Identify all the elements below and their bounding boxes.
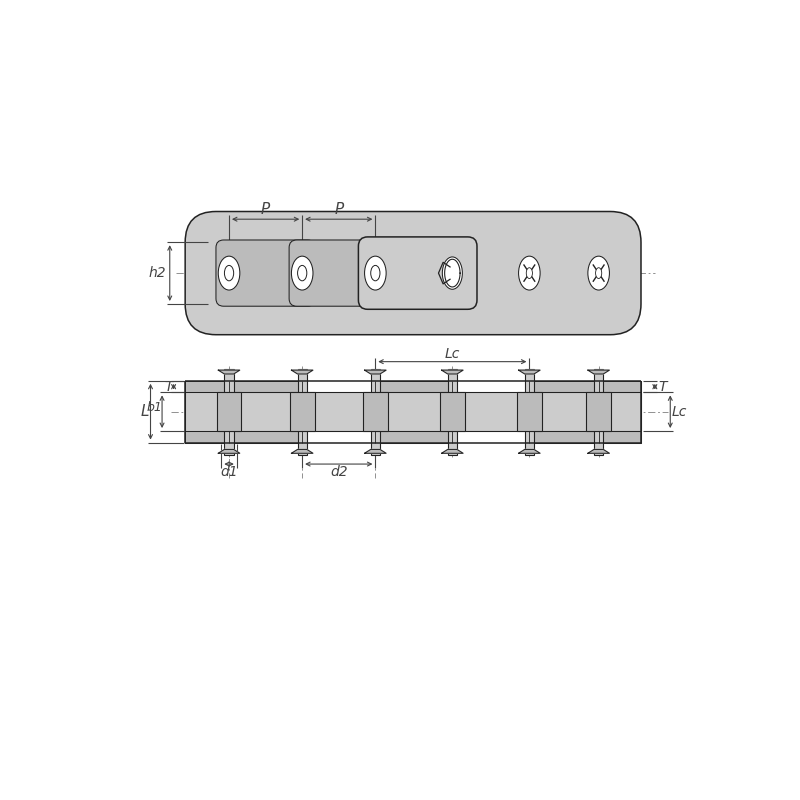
FancyBboxPatch shape [216,240,315,306]
Polygon shape [218,370,240,374]
Bar [290,393,314,431]
Bar [530,381,641,442]
Text: d2: d2 [330,465,347,478]
Text: h2: h2 [149,266,166,280]
Ellipse shape [225,266,234,281]
Bar [530,393,641,431]
Polygon shape [445,259,460,287]
Polygon shape [365,450,386,454]
Polygon shape [291,370,313,374]
Text: b1: b1 [146,402,162,414]
Bar [225,369,234,455]
Ellipse shape [298,266,307,281]
Bar [363,393,388,431]
Bar [375,431,452,442]
Ellipse shape [365,256,386,290]
Bar [594,369,603,455]
Polygon shape [518,450,540,454]
Bar [185,381,302,442]
Polygon shape [588,370,610,374]
Ellipse shape [595,268,602,278]
Bar [440,393,465,431]
Polygon shape [518,370,540,374]
Polygon shape [218,450,240,454]
Ellipse shape [518,256,540,290]
Bar [586,393,611,431]
Text: d1: d1 [220,465,238,478]
Bar [525,369,534,455]
FancyBboxPatch shape [289,240,389,306]
Text: P: P [334,202,343,218]
FancyBboxPatch shape [185,211,641,334]
Polygon shape [365,370,386,374]
Bar [375,393,530,431]
Polygon shape [291,450,313,454]
Ellipse shape [218,256,240,290]
Text: T: T [658,380,667,394]
Bar [229,393,375,431]
Bar [298,369,307,455]
Bar [530,431,641,442]
Bar [185,381,302,393]
Text: Lc: Lc [445,347,460,361]
Text: Lc: Lc [672,405,687,418]
Ellipse shape [442,257,462,290]
Ellipse shape [370,266,380,281]
Ellipse shape [588,256,610,290]
Bar [375,381,452,442]
Text: P: P [261,202,270,218]
Bar [448,369,457,455]
Polygon shape [588,450,610,454]
Bar [185,431,302,442]
Bar [517,393,542,431]
Ellipse shape [526,268,533,278]
FancyBboxPatch shape [358,237,477,310]
Polygon shape [442,370,463,374]
Text: T: T [164,380,173,394]
Bar [530,381,641,393]
Bar [370,369,380,455]
Bar [217,393,242,431]
Ellipse shape [291,256,313,290]
Bar [375,381,452,393]
Text: L: L [140,404,149,419]
Polygon shape [442,450,463,454]
